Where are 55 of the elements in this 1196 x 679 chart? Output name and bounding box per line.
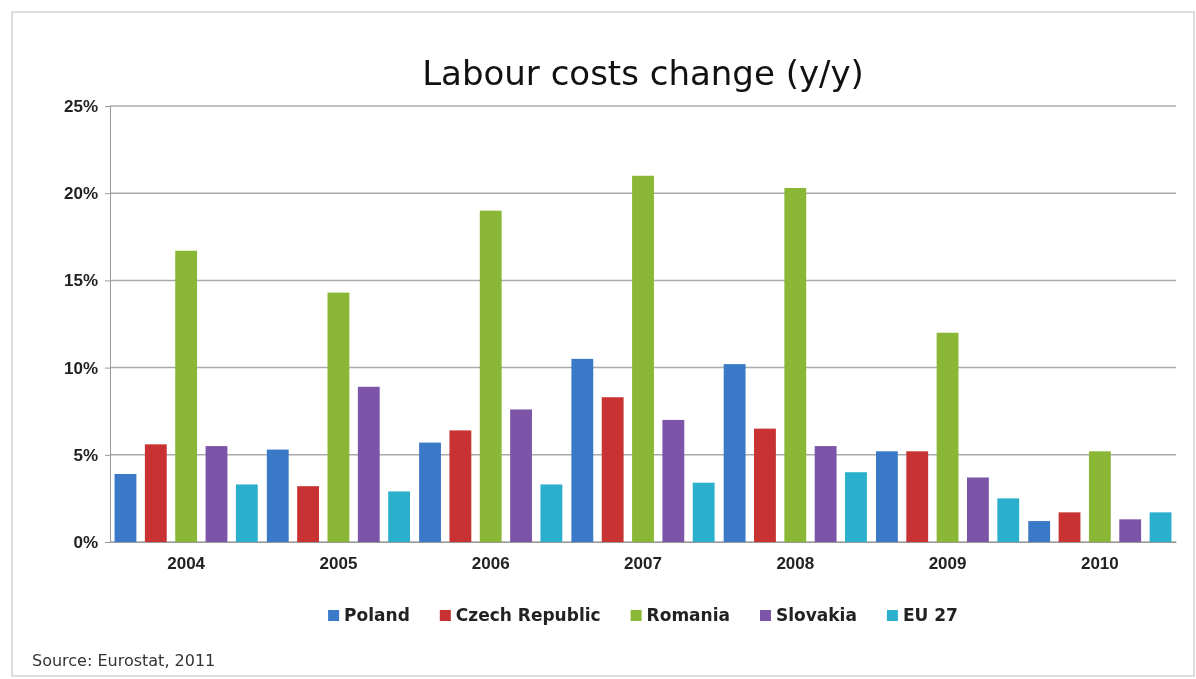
bar (906, 451, 929, 542)
bar (1028, 521, 1051, 542)
bar (357, 386, 380, 542)
bar (632, 175, 654, 542)
bar (479, 210, 502, 542)
bar (966, 477, 989, 542)
x-tick-label: 2006 (471, 553, 510, 573)
y-tick-label: 25% (63, 96, 98, 116)
x-tick-label: 2009 (928, 553, 967, 573)
y-tick-label: 15% (63, 271, 98, 291)
bar (662, 419, 685, 542)
y-tick-label: 0% (73, 532, 98, 552)
chart-title: Labour costs change (y/y) (422, 53, 864, 93)
bar (814, 446, 837, 542)
bar (510, 409, 532, 542)
bar (205, 446, 228, 542)
bar (449, 430, 472, 542)
legend-label: Czech Republic (455, 605, 601, 625)
bar (266, 449, 289, 542)
bar (235, 484, 258, 542)
bar (997, 498, 1020, 542)
bar (845, 472, 867, 542)
x-tick-label: 2005 (319, 553, 358, 573)
bar (784, 187, 807, 542)
bar (936, 332, 959, 542)
bar (175, 250, 198, 542)
bar (388, 491, 411, 542)
bar (571, 358, 594, 542)
bar (1119, 519, 1142, 542)
bar (723, 364, 746, 542)
bar (327, 292, 350, 542)
bar (114, 473, 137, 542)
bar (1088, 451, 1111, 542)
y-tick-label: 10% (63, 358, 98, 378)
x-tick-label: 2004 (167, 553, 206, 573)
bar (692, 482, 715, 542)
bar (1058, 512, 1081, 542)
source-note: Source: Eurostat, 2011 (32, 651, 216, 670)
bar (297, 486, 320, 542)
x-tick-label: 2008 (776, 553, 815, 573)
y-tick-label: 5% (73, 445, 98, 465)
x-tick-label: 2007 (624, 553, 662, 573)
legend-label: EU 27 (902, 605, 958, 625)
legend-label: Slovakia (775, 605, 857, 625)
y-tick-label: 20% (63, 184, 98, 204)
bar (875, 451, 898, 542)
bar (144, 444, 167, 542)
bar (419, 442, 441, 542)
bar (754, 428, 776, 542)
legend-label: Poland (344, 605, 410, 625)
legend-label: Romania (646, 605, 730, 625)
bar (1149, 512, 1172, 542)
x-tick-label: 2010 (1080, 553, 1119, 573)
bar (540, 484, 563, 542)
bar (601, 397, 624, 542)
